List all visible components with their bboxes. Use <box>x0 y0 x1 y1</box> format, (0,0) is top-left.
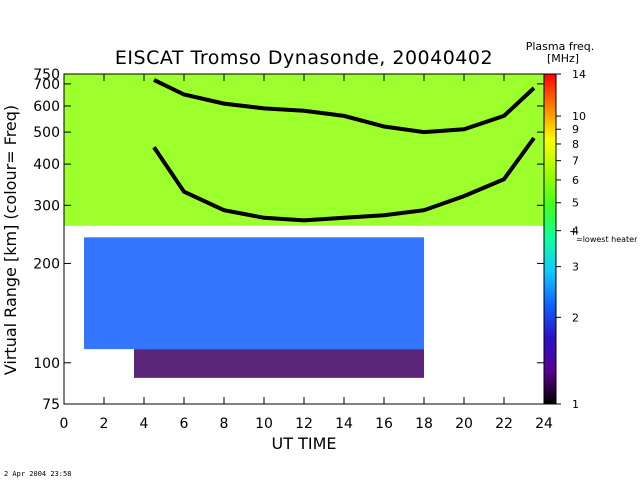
colorbar-marker-label: =lowest heater freq. <box>576 235 640 244</box>
colorbar-unit: [MHz] <box>547 52 579 65</box>
colorbar-tick-label: 6 <box>572 174 579 187</box>
colorbar-tick-label: 4 <box>572 225 579 238</box>
y-tick-label: 75 <box>42 397 60 413</box>
x-tick-label: 18 <box>415 416 433 432</box>
colorbar: 1 2 3 4 5 6 7 8 910 14 <box>543 68 586 411</box>
colorbar-tick-label: 9 <box>572 123 579 136</box>
trace-line <box>152 136 536 223</box>
y-tick-label: 700 <box>33 77 60 93</box>
x-tick-label: 24 <box>535 416 553 432</box>
x-tick-label: 4 <box>140 416 149 432</box>
y-tick-label: 600 <box>33 99 60 115</box>
colorbar-tick-label: 5 <box>572 197 579 210</box>
y-tick-label: 750 <box>33 67 60 83</box>
x-tick-label: 20 <box>455 416 473 432</box>
x-axis-label: UT TIME <box>272 434 337 453</box>
x-tick-label: 14 <box>335 416 353 432</box>
x-tick-label: 12 <box>295 416 313 432</box>
trace-layer <box>152 78 536 223</box>
x-tick-label: 2 <box>100 416 109 432</box>
colorbar-gradient <box>543 73 557 405</box>
y-tick-label: 300 <box>33 198 60 214</box>
colorbar-tick-label: 14 <box>572 68 586 81</box>
colorbar-tick-label: 3 <box>572 261 579 274</box>
timestamp: 2 Apr 2004 23:58 <box>4 470 72 478</box>
colorbar-tick-label: 1 <box>572 398 579 411</box>
x-tick-label: 16 <box>375 416 393 432</box>
y-tick-label: 100 <box>33 356 60 372</box>
trace-line <box>153 78 536 135</box>
echo-layer <box>84 237 424 350</box>
echo-layer <box>64 74 544 226</box>
colorbar-title: Plasma freq. <box>526 40 595 53</box>
colorbar-tick-label: 2 <box>572 311 579 324</box>
plot-area <box>64 74 544 378</box>
colorbar-tick-label: 8 <box>572 138 579 151</box>
echo-layer <box>134 349 424 378</box>
colorbar-tick-label: 7 <box>572 155 579 168</box>
colorbar-marker: + <box>569 225 578 238</box>
x-tick-label: 0 <box>60 416 69 432</box>
x-tick-label: 8 <box>220 416 229 432</box>
y-tick-label: 500 <box>33 125 60 141</box>
x-tick-label: 10 <box>255 416 273 432</box>
x-tick-label: 6 <box>180 416 189 432</box>
y-axis-label: Virtual Range [km] (colour= Freq) <box>1 105 20 375</box>
x-tick-label: 22 <box>495 416 513 432</box>
colorbar-tick-label: 10 <box>572 110 586 123</box>
y-tick-label: 200 <box>33 256 60 272</box>
chart-title: EISCAT Tromso Dynasonde, 20040402 <box>115 47 493 69</box>
y-tick-label: 400 <box>33 157 60 173</box>
x-axis: 0 2 4 6 8 10 12 14 16 18 20 22 24 <box>60 74 553 432</box>
